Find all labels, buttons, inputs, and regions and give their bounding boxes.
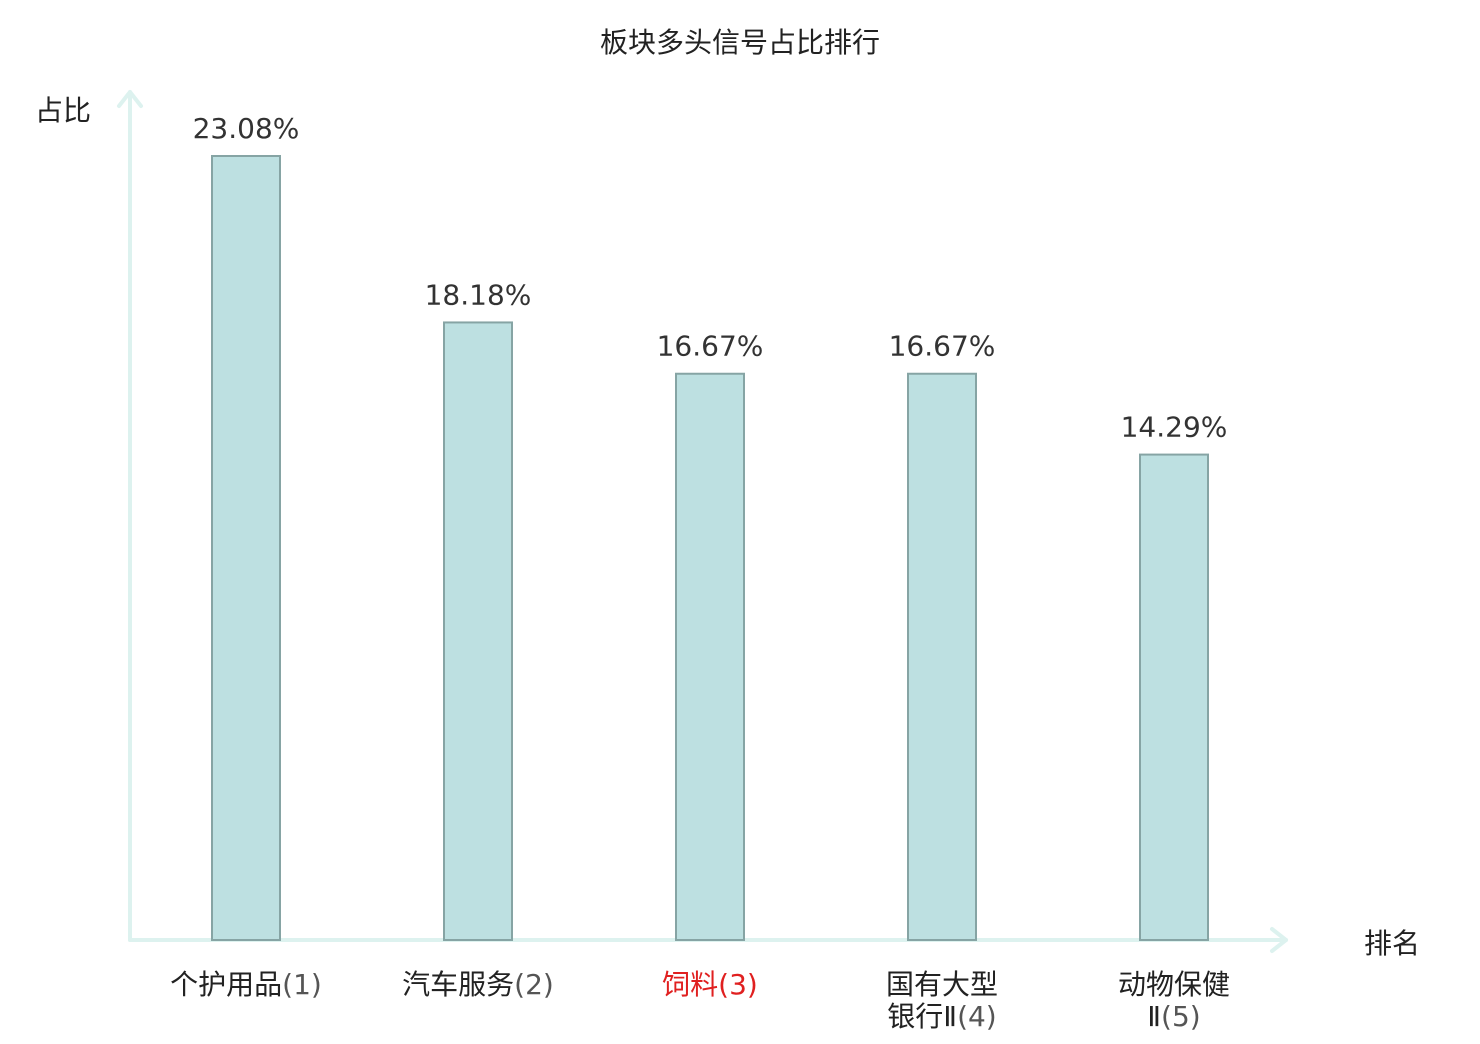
category-rank-5: (5): [1161, 1000, 1201, 1033]
value-label-5: 14.29%: [1121, 411, 1228, 444]
bar-4: [907, 372, 977, 941]
category-rank-1: (1): [282, 968, 322, 1001]
value-label-3: 16.67%: [657, 330, 764, 363]
category-name-4-line-2: 银行Ⅱ: [887, 1000, 957, 1033]
category-label-4-line-2: 银行Ⅱ(4): [887, 1000, 996, 1033]
value-labels-group: 23.08% 18.18% 16.67% 16.67% 14.29%: [193, 112, 1228, 444]
category-label-1: 个护用品(1): [170, 968, 322, 1001]
category-label-5-line-2: Ⅱ(5): [1147, 1000, 1200, 1033]
x-axis-arrow: [1270, 927, 1288, 953]
bar-2: [443, 321, 513, 941]
chart-title: 板块多头信号占比排行: [600, 26, 880, 59]
category-name-3: 饲料: [662, 968, 718, 1001]
value-label-2: 18.18%: [425, 278, 532, 311]
category-label-3: 饲料(3): [662, 968, 758, 1001]
category-name-1: 个护用品: [170, 968, 282, 1001]
value-label-4: 16.67%: [889, 330, 996, 363]
category-name-5-line-1: 动物保健: [1118, 968, 1230, 1001]
bar-3: [675, 372, 745, 941]
category-name-5-line-2: Ⅱ: [1147, 1000, 1161, 1033]
category-rank-3: (3): [718, 968, 758, 1001]
category-name-2: 汽车服务: [402, 968, 514, 1001]
y-axis-arrow: [117, 90, 143, 108]
category-label-4-line-1: 国有大型: [886, 968, 998, 1001]
category-rank-2: (2): [514, 968, 554, 1001]
value-label-1: 23.08%: [193, 112, 300, 145]
bars-group: [211, 155, 1209, 941]
category-name-4-line-1: 国有大型: [886, 968, 998, 1001]
bar-1: [211, 155, 281, 941]
x-axis-label: 排名: [1364, 927, 1420, 960]
category-label-2: 汽车服务(2): [402, 968, 554, 1001]
category-rank-4: (4): [957, 1000, 997, 1033]
category-label-5-line-1: 动物保健: [1118, 968, 1230, 1001]
y-axis-label: 占比: [35, 94, 91, 127]
bar-5: [1139, 453, 1209, 941]
